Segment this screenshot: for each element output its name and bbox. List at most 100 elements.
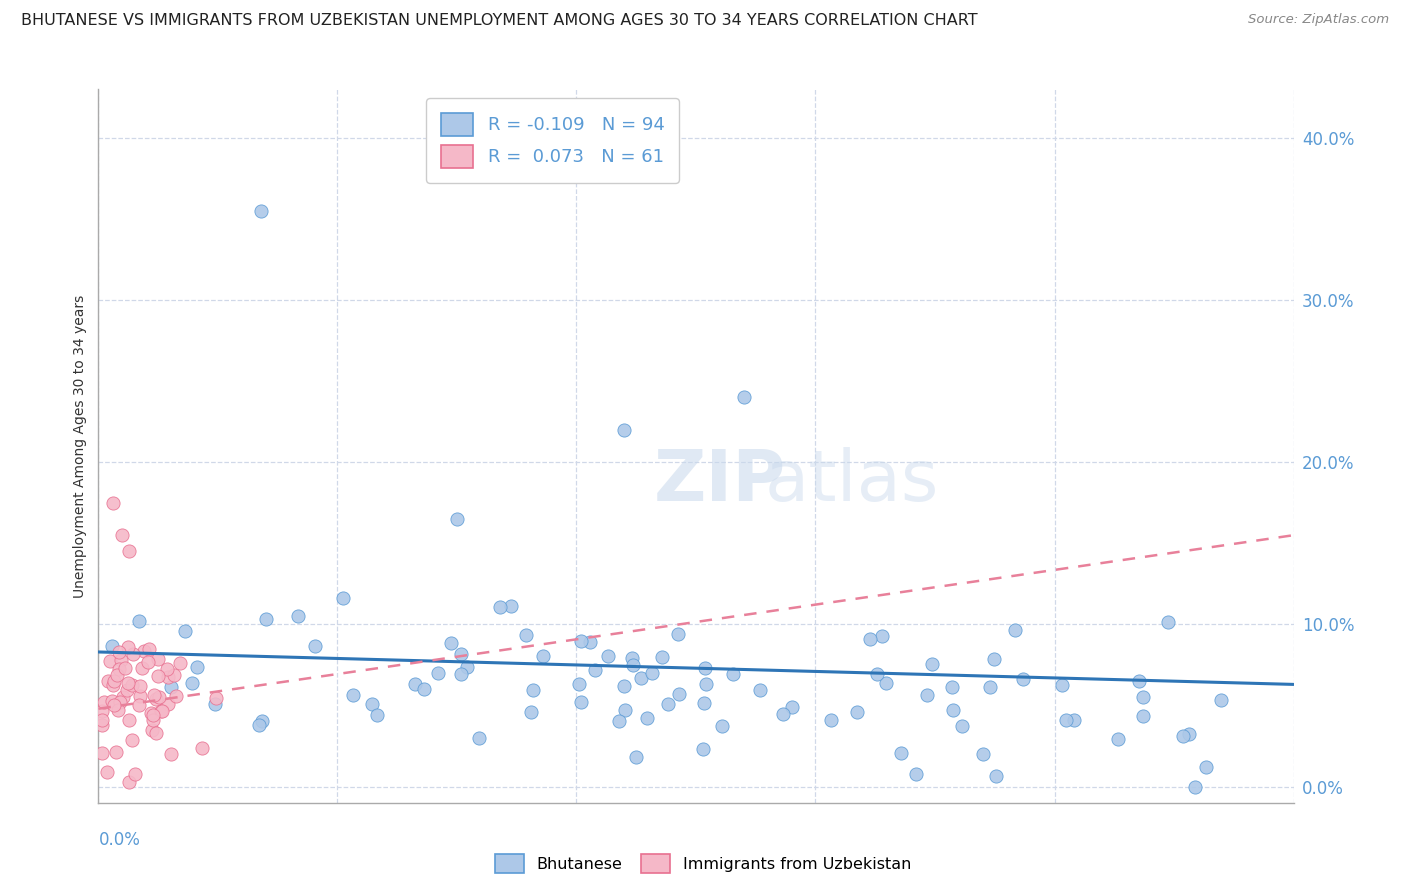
Point: [749, 683, 772, 698]
Point: [1132, 708, 1154, 723]
Point: [103, 698, 125, 713]
Point: [941, 680, 963, 694]
Point: [165, 689, 187, 703]
Point: [440, 636, 463, 650]
Point: [456, 660, 478, 674]
Text: ZIP: ZIP: [654, 447, 786, 516]
Point: [467, 731, 489, 746]
Point: [1128, 673, 1150, 688]
Point: [150, 704, 173, 718]
Point: [118, 714, 141, 728]
Point: [103, 673, 125, 688]
Point: [904, 767, 927, 781]
Point: [121, 678, 143, 692]
Point: [520, 706, 543, 720]
Point: [598, 648, 620, 663]
Point: [287, 609, 309, 624]
Point: [90, 746, 112, 760]
Point: [90, 713, 112, 727]
Point: [186, 660, 208, 674]
Point: [129, 690, 152, 704]
Point: [426, 666, 449, 681]
Point: [515, 628, 537, 642]
Point: [692, 741, 714, 756]
Point: [159, 747, 181, 761]
Point: [845, 706, 868, 720]
Point: [114, 661, 136, 675]
Point: [96, 764, 118, 779]
Point: [332, 591, 354, 605]
Point: [118, 544, 141, 558]
Point: [668, 687, 690, 701]
Point: [143, 688, 166, 702]
Point: [250, 203, 273, 218]
Point: [107, 645, 129, 659]
Point: [128, 698, 150, 713]
Point: [136, 655, 159, 669]
Text: BHUTANESE VS IMMIGRANTS FROM UZBEKISTAN UNEMPLOYMENT AMONG AGES 30 TO 34 YEARS C: BHUTANESE VS IMMIGRANTS FROM UZBEKISTAN …: [21, 13, 977, 29]
Point: [404, 676, 426, 690]
Point: [91, 705, 114, 719]
Point: [204, 697, 226, 711]
Point: [772, 706, 794, 721]
Point: [450, 666, 472, 681]
Point: [104, 745, 127, 759]
Point: [915, 688, 938, 702]
Point: [163, 667, 186, 681]
Point: [501, 599, 523, 613]
Point: [984, 769, 1007, 783]
Point: [101, 639, 124, 653]
Point: [1054, 713, 1077, 727]
Point: [304, 639, 326, 653]
Point: [621, 657, 644, 672]
Point: [651, 650, 673, 665]
Point: [693, 696, 716, 710]
Point: [91, 718, 114, 732]
Point: [247, 718, 270, 732]
Point: [522, 682, 544, 697]
Point: [666, 627, 689, 641]
Point: [141, 706, 163, 721]
Point: [124, 767, 146, 781]
Point: [613, 679, 636, 693]
Point: [859, 632, 882, 647]
Point: [950, 718, 973, 732]
Point: [191, 740, 214, 755]
Point: [624, 749, 647, 764]
Point: [159, 680, 181, 694]
Point: [820, 713, 842, 727]
Point: [1209, 693, 1232, 707]
Point: [1173, 729, 1195, 743]
Point: [250, 714, 273, 729]
Point: [97, 673, 120, 688]
Text: atlas: atlas: [763, 447, 939, 516]
Point: [450, 647, 472, 661]
Point: [145, 726, 167, 740]
Point: [579, 635, 602, 649]
Point: [128, 614, 150, 628]
Point: [972, 747, 994, 761]
Point: [117, 640, 139, 655]
Point: [107, 662, 129, 676]
Point: [108, 695, 131, 709]
Point: [146, 651, 169, 665]
Point: [571, 634, 593, 648]
Point: [1012, 672, 1035, 686]
Point: [531, 649, 554, 664]
Point: [636, 711, 658, 725]
Point: [613, 423, 636, 437]
Point: [1063, 713, 1085, 727]
Point: [93, 695, 115, 709]
Point: [142, 713, 165, 727]
Point: [169, 656, 191, 670]
Point: [695, 677, 717, 691]
Point: [921, 657, 943, 672]
Point: [150, 704, 173, 718]
Legend: Bhutanese, Immigrants from Uzbekistan: Bhutanese, Immigrants from Uzbekistan: [488, 847, 918, 880]
Point: [571, 695, 593, 709]
Point: [1132, 690, 1154, 704]
Point: [875, 676, 897, 690]
Point: [156, 662, 179, 676]
Point: [205, 691, 228, 706]
Text: Source: ZipAtlas.com: Source: ZipAtlas.com: [1249, 13, 1389, 27]
